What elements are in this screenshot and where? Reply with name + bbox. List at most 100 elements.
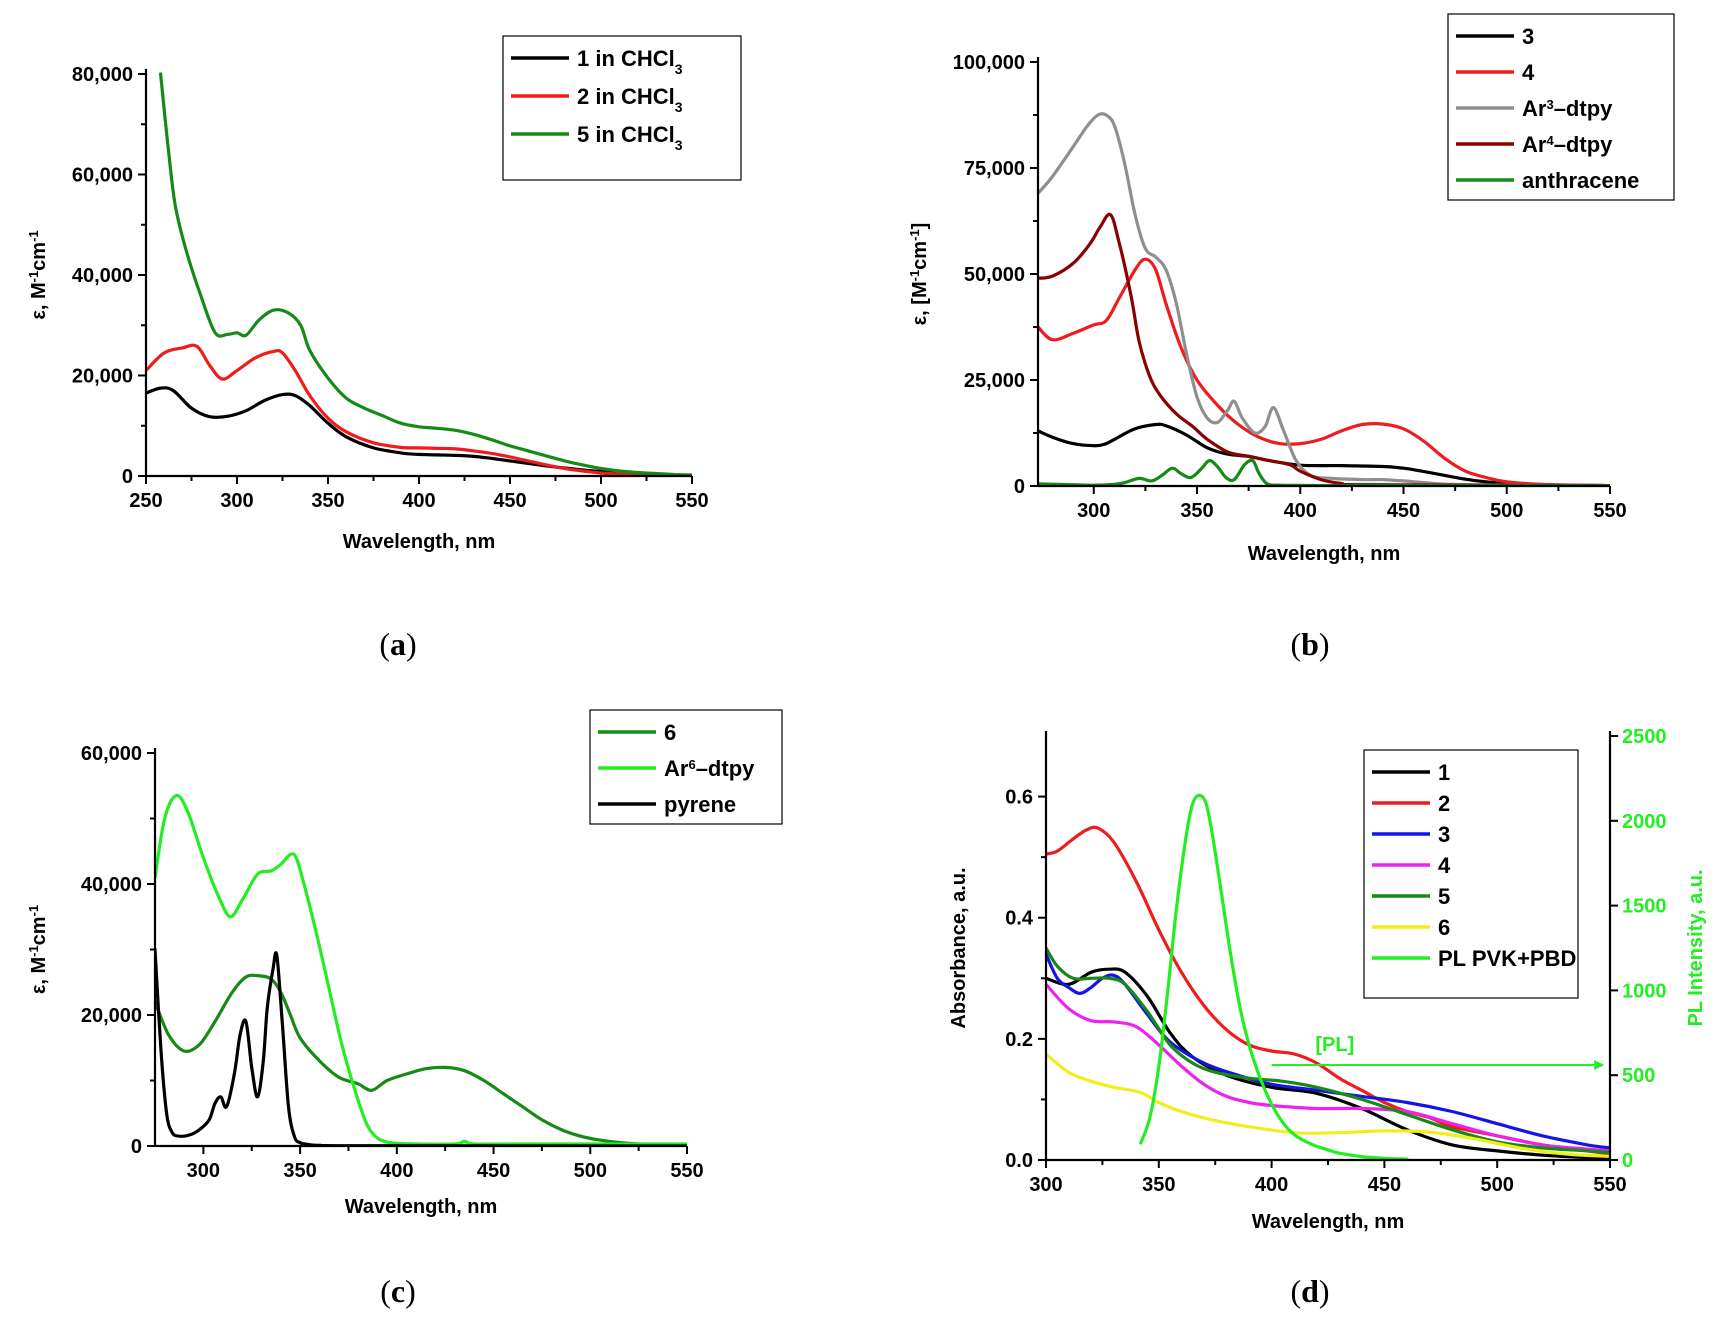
legend-label-text: Ar bbox=[1522, 96, 1547, 121]
panel-label-paren: ( bbox=[1290, 626, 1301, 662]
y-axis-title-sup: -1 bbox=[26, 905, 41, 917]
x-tick-label: 300 bbox=[220, 490, 253, 512]
series-line-pyrene bbox=[155, 947, 687, 1146]
series-line-3 bbox=[1046, 952, 1610, 1150]
legend-label: PL PVK+PBD bbox=[1438, 946, 1576, 971]
y-axis-title: ε, M-1cm-1 bbox=[26, 230, 51, 319]
panel-label: (c) bbox=[380, 1273, 416, 1309]
y2-axis-title: PL Intensity, a.u. bbox=[1685, 869, 1707, 1026]
legend-label-text: 1 in CHCl bbox=[577, 46, 675, 71]
legend-label: 4 bbox=[1522, 60, 1535, 85]
panel-label-paren: ) bbox=[406, 626, 417, 662]
series-line-2-in-CHCl3 bbox=[146, 343, 692, 476]
series-group bbox=[1046, 793, 1610, 1160]
legend-label-text: PL PVK+PBD bbox=[1438, 946, 1576, 971]
x-tick-label: 400 bbox=[1255, 1174, 1288, 1196]
x-tick-label: 500 bbox=[574, 1160, 607, 1182]
series-line-1-in-CHCl3 bbox=[146, 386, 692, 476]
legend-label-sub: 3 bbox=[675, 137, 683, 153]
panel-label-paren: ) bbox=[1319, 1273, 1330, 1309]
panel-label-paren: ( bbox=[379, 626, 390, 662]
x-tick-label: 500 bbox=[1481, 1174, 1514, 1196]
pl-arrow-head bbox=[1594, 1060, 1605, 1071]
x-tick-label: 500 bbox=[584, 490, 617, 512]
series-line-6 bbox=[155, 973, 687, 1146]
x-tick-label: 350 bbox=[311, 490, 344, 512]
panel-label-paren: ) bbox=[1319, 626, 1330, 662]
legend-label-text: 3 bbox=[1438, 822, 1450, 847]
legend-label-text: pyrene bbox=[664, 792, 736, 817]
y-tick-label: 60,000 bbox=[81, 743, 142, 765]
y-tick-label: 75,000 bbox=[964, 158, 1025, 180]
y2-tick-label: 500 bbox=[1622, 1065, 1655, 1087]
legend-label: 5 in CHCl3 bbox=[577, 122, 683, 153]
pl-annotation: [PL] bbox=[1315, 1034, 1354, 1056]
y-axis-title: ε, M-1cm-1 bbox=[26, 905, 51, 994]
series-line-Ar3-dtpy bbox=[1038, 112, 1610, 486]
y2-tick-label: 0 bbox=[1622, 1150, 1633, 1172]
legend-label-sub: 3 bbox=[675, 99, 683, 115]
legend-label-text: 4 bbox=[1522, 60, 1535, 85]
y-tick-label: 0 bbox=[131, 1136, 142, 1158]
x-tick-label: 300 bbox=[1029, 1174, 1062, 1196]
y-axis-title: ε, [M-1cm-1] bbox=[907, 223, 932, 326]
x-tick-label: 350 bbox=[1180, 500, 1213, 522]
y-tick-label: 0 bbox=[122, 466, 133, 488]
x-tick-label: 300 bbox=[187, 1160, 220, 1182]
x-tick-label: 450 bbox=[493, 490, 526, 512]
x-axis-title: Wavelength, nm bbox=[1248, 543, 1401, 565]
y-tick-label: 0 bbox=[1014, 476, 1025, 498]
y-tick-label: 60,000 bbox=[72, 165, 133, 187]
panel-label: (d) bbox=[1290, 1273, 1329, 1309]
x-tick-label: 300 bbox=[1077, 500, 1110, 522]
panel-label-letter: d bbox=[1301, 1273, 1319, 1309]
y-tick-label: 0.6 bbox=[1005, 787, 1033, 809]
legend-label: 6 bbox=[664, 720, 676, 745]
panel-b: 300 350 400 450 500 550 0 25,000 50,000 75,000 100… bbox=[907, 13, 1675, 662]
x-tick-label: 350 bbox=[283, 1160, 316, 1182]
series-line-5-in-CHCl3 bbox=[159, 72, 692, 476]
y-tick-label: 20,000 bbox=[72, 366, 133, 388]
legend-label-tail: –dtpy bbox=[1554, 132, 1613, 157]
y-axis-title-sup: -1 bbox=[907, 229, 922, 241]
y-tick-label: 50,000 bbox=[964, 264, 1025, 286]
legend-label-text: 1 bbox=[1438, 760, 1450, 785]
x-tick-label: 400 bbox=[380, 1160, 413, 1182]
legend-label-sup: 4 bbox=[1546, 133, 1554, 148]
legend-label-sub: 3 bbox=[675, 61, 683, 77]
x-tick-label: 250 bbox=[129, 490, 162, 512]
x-tick-label: 450 bbox=[477, 1160, 510, 1182]
panel-label-paren: ( bbox=[380, 1273, 391, 1309]
x-tick-label: 400 bbox=[402, 490, 435, 512]
series-line-Ar4-dtpy bbox=[1038, 212, 1610, 486]
legend-label-text: 5 bbox=[1438, 884, 1450, 909]
series-line-4 bbox=[1046, 982, 1610, 1153]
y-tick-label: 80,000 bbox=[72, 64, 133, 86]
series-line-1 bbox=[1046, 967, 1610, 1160]
legend-label-tail: –dtpy bbox=[1554, 96, 1613, 121]
panel-label-letter: b bbox=[1301, 626, 1319, 662]
x-tick-label: 550 bbox=[1593, 1174, 1626, 1196]
y2-tick-label: 1500 bbox=[1622, 896, 1667, 918]
panel-label-letter: c bbox=[391, 1273, 405, 1309]
y-tick-label: 40,000 bbox=[81, 874, 142, 896]
legend-label-text: Ar bbox=[1522, 132, 1547, 157]
panel-label-letter: a bbox=[390, 626, 406, 662]
legend-label-sup: 6 bbox=[688, 757, 695, 772]
legend-label-text: 4 bbox=[1438, 853, 1451, 878]
series-line-PL-PVK+PBD bbox=[1139, 793, 1409, 1160]
y-axis-title-sup: -1 bbox=[26, 945, 41, 957]
legend-label: Ar3–dtpy bbox=[1522, 96, 1613, 121]
panel-a: 250 300 350 400 450 500 550 0 20,000 40,000 60,000… bbox=[26, 35, 742, 662]
y-axis-title-part: cm bbox=[28, 242, 50, 271]
series-line-6 bbox=[1046, 1052, 1610, 1158]
legend-label: 5 bbox=[1438, 884, 1450, 909]
x-axis-title: Wavelength, nm bbox=[1252, 1211, 1405, 1233]
x-tick-label: 450 bbox=[1387, 500, 1420, 522]
legend-label: 4 bbox=[1438, 853, 1451, 878]
legend-label: pyrene bbox=[664, 792, 736, 817]
y-axis-title-part: ] bbox=[909, 223, 931, 230]
x-tick-label: 550 bbox=[670, 1160, 703, 1182]
legend-label: 2 in CHCl3 bbox=[577, 84, 683, 115]
y-axis-title-sup: -1 bbox=[26, 230, 41, 242]
